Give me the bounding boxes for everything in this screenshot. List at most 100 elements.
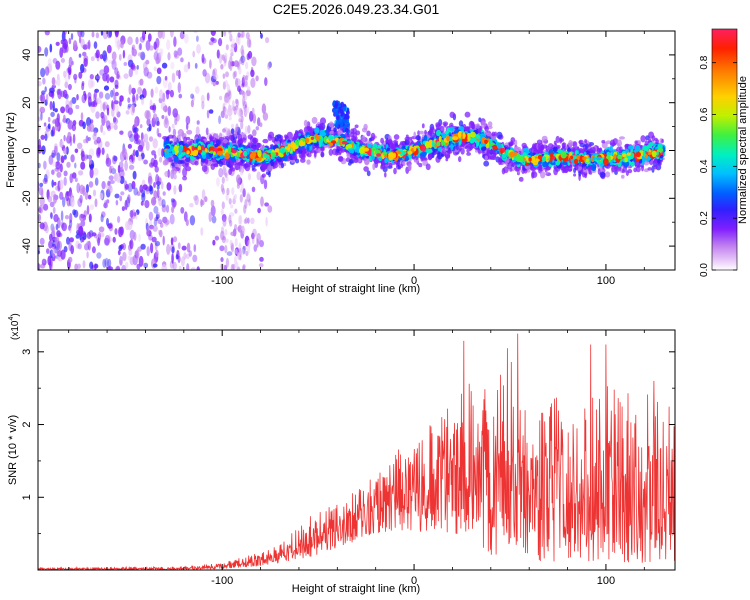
heatmap-cell <box>106 217 109 227</box>
heatmap-cell <box>177 129 184 137</box>
heatmap-cell <box>311 116 318 124</box>
figure-title: C2E5.2026.049.23.34.G01 <box>273 1 440 17</box>
heatmap-cell <box>38 45 42 53</box>
heatmap-cell <box>50 212 53 220</box>
heatmap-cell <box>161 199 166 208</box>
heatmap-cell <box>143 262 149 269</box>
heatmap-cell <box>162 105 168 113</box>
heatmap-cell <box>38 250 41 255</box>
heatmap-cell <box>393 167 397 175</box>
heatmap-cell <box>582 172 587 178</box>
heatmap-cell <box>260 33 263 39</box>
heatmap-cell <box>75 104 80 110</box>
heatmap-cell <box>181 245 187 251</box>
heatmap-cell <box>153 159 158 168</box>
heatmap-cell <box>136 263 141 270</box>
heatmap-cell <box>135 36 139 45</box>
heatmap-cell <box>155 56 160 65</box>
heatmap-cell <box>93 130 97 137</box>
heatmap-cell <box>190 267 196 270</box>
heatmap-cell <box>220 64 224 70</box>
heatmap-cell <box>234 238 238 247</box>
heatmap-cell <box>83 90 86 96</box>
heatmap-cell <box>208 211 212 223</box>
heatmap-cell <box>449 111 455 119</box>
heatmap-cell <box>148 136 154 142</box>
heatmap-cell <box>51 246 55 258</box>
heatmap-cell <box>171 72 176 83</box>
heatmap-cell <box>74 148 79 154</box>
heatmap-cell <box>40 263 46 269</box>
heatmap-cell <box>262 164 268 170</box>
heatmap-cell <box>230 231 236 237</box>
heatmap-cell <box>49 249 54 258</box>
heatmap-cell <box>102 72 108 82</box>
heatmap-cell <box>111 59 117 70</box>
heatmap-cell <box>100 100 103 112</box>
heatmap-cell <box>52 100 55 112</box>
heatmap-cell <box>113 116 117 123</box>
heatmap-cell <box>224 97 228 106</box>
heatmap-cell <box>88 148 95 157</box>
heatmap-cell <box>119 130 124 135</box>
heatmap-cell <box>190 99 194 108</box>
heatmap-cell <box>194 62 198 69</box>
heatmap-cell <box>138 255 144 267</box>
heatmap-cell <box>416 135 421 141</box>
heatmap-cell <box>161 148 164 158</box>
heatmap-cell <box>118 245 123 251</box>
heatmap-cell <box>57 240 62 251</box>
heatmap-cell <box>125 110 130 115</box>
heatmap-cell <box>215 80 219 85</box>
heatmap-cell <box>284 134 288 139</box>
heatmap-cell <box>215 133 219 140</box>
heatmap-cell <box>642 145 648 152</box>
heatmap-cell <box>109 165 115 172</box>
heatmap-cell <box>43 160 47 170</box>
heatmap-cell <box>77 142 83 149</box>
heatmap-cell <box>162 191 166 196</box>
heatmap-cell <box>133 212 137 217</box>
heatmap-cell <box>260 196 264 207</box>
heatmap-cell <box>47 255 52 266</box>
heatmap-cell <box>246 53 250 61</box>
heatmap-cell <box>241 225 245 232</box>
heatmap-cell <box>189 203 194 208</box>
heatmap-cell <box>573 167 577 174</box>
heatmap-cell <box>143 67 149 77</box>
heatmap-cell <box>101 147 105 155</box>
heatmap-cell <box>196 44 201 54</box>
heatmap-cell <box>212 239 216 246</box>
heatmap-cell <box>210 199 215 207</box>
heatmap-cell <box>481 120 486 129</box>
heatmap-cell <box>243 246 247 251</box>
heatmap-cell <box>262 112 269 121</box>
heatmap-cell <box>80 150 85 158</box>
heatmap-cell <box>63 176 67 186</box>
heatmap-cell <box>259 122 263 127</box>
heatmap-cell <box>99 232 105 238</box>
heatmap-cell <box>240 137 246 141</box>
heatmap-cell <box>219 95 223 101</box>
heatmap-cell <box>233 106 237 116</box>
heatmap-cell <box>87 39 91 50</box>
heatmap-cell <box>49 87 55 94</box>
heatmap-cell <box>80 161 86 170</box>
heatmap-cell <box>170 31 174 38</box>
heatmap-cell <box>127 194 131 204</box>
heatmap-cell <box>63 170 68 177</box>
heatmap-cell <box>157 31 163 39</box>
heatmap-cell <box>67 120 74 130</box>
heatmap-cell <box>93 167 99 176</box>
heatmap-cell <box>101 211 106 218</box>
heatmap-cell <box>105 120 111 130</box>
heatmap-cell <box>52 239 55 248</box>
heatmap-cell <box>131 87 136 95</box>
heatmap-cell <box>230 204 234 209</box>
heatmap-cell <box>221 176 225 184</box>
heatmap-cell <box>466 152 471 156</box>
heatmap-cell <box>78 225 84 237</box>
heatmap-cell <box>142 61 148 72</box>
heatmap-cell <box>114 228 118 235</box>
